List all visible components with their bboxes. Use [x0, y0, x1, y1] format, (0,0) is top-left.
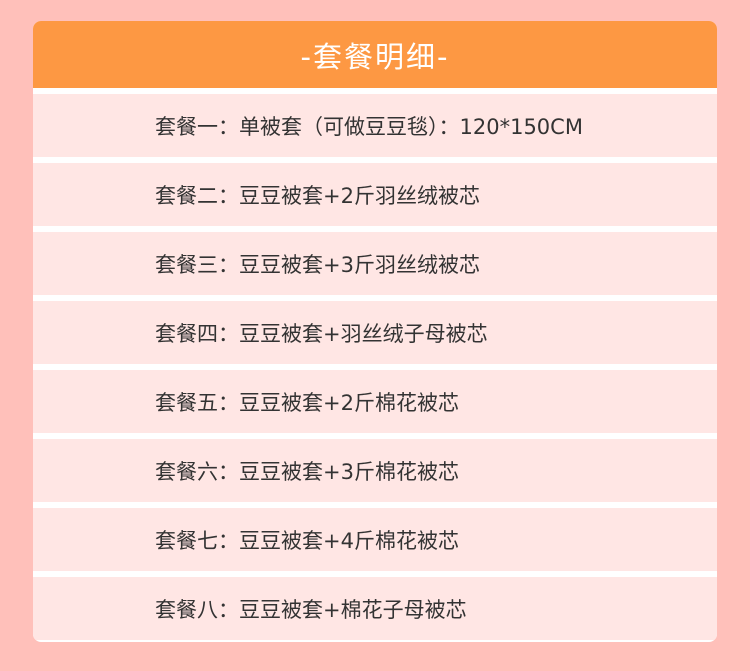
package-item: 套餐五：豆豆被套+2斤棉花被芯 [33, 370, 717, 433]
package-label: 套餐一：单被套（可做豆豆毯）：120*150CM [155, 114, 583, 139]
card-title: -套餐明细- [300, 39, 450, 74]
package-item: 套餐四：豆豆被套+羽丝绒子母被芯 [33, 301, 717, 364]
package-list: 套餐一：单被套（可做豆豆毯）：120*150CM 套餐二：豆豆被套+2斤羽丝绒被… [33, 88, 717, 640]
package-label: 套餐八：豆豆被套+棉花子母被芯 [155, 597, 467, 622]
package-label: 套餐六：豆豆被套+3斤棉花被芯 [155, 459, 459, 484]
package-item: 套餐七：豆豆被套+4斤棉花被芯 [33, 508, 717, 571]
package-item: 套餐六：豆豆被套+3斤棉花被芯 [33, 439, 717, 502]
package-item: 套餐八：豆豆被套+棉花子母被芯 [33, 577, 717, 640]
package-label: 套餐四：豆豆被套+羽丝绒子母被芯 [155, 321, 488, 346]
package-details-card: -套餐明细- 套餐一：单被套（可做豆豆毯）：120*150CM 套餐二：豆豆被套… [33, 21, 717, 642]
package-item: 套餐三：豆豆被套+3斤羽丝绒被芯 [33, 232, 717, 295]
package-label: 套餐二：豆豆被套+2斤羽丝绒被芯 [155, 183, 480, 208]
package-label: 套餐七：豆豆被套+4斤棉花被芯 [155, 528, 459, 553]
package-item: 套餐一：单被套（可做豆豆毯）：120*150CM [33, 94, 717, 157]
package-label: 套餐五：豆豆被套+2斤棉花被芯 [155, 390, 459, 415]
card-header: -套餐明细- [33, 21, 717, 88]
package-label: 套餐三：豆豆被套+3斤羽丝绒被芯 [155, 252, 480, 277]
package-item: 套餐二：豆豆被套+2斤羽丝绒被芯 [33, 163, 717, 226]
